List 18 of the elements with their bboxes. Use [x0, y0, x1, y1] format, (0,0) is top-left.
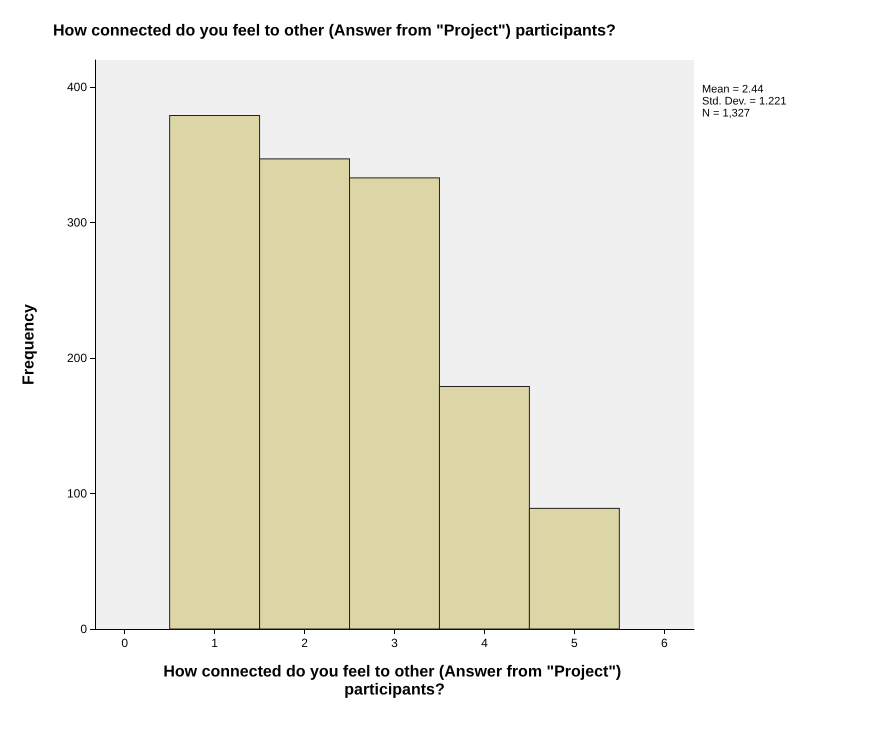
x-tick-label: 6	[660, 636, 668, 650]
x-tick-label: 1	[211, 636, 218, 650]
text: N = 1,327	[702, 108, 750, 120]
x-tick-label: 5	[571, 636, 578, 650]
y-tick-label: 100	[66, 486, 88, 501]
y-tick-label: 200	[66, 351, 88, 366]
x-tick-label: 2	[301, 636, 308, 650]
y-tick-label: 400	[66, 80, 88, 94]
x-tick-label: 0	[121, 636, 128, 650]
x-tick-label: 4	[481, 636, 488, 650]
y-tick-label: 300	[66, 216, 88, 230]
text: Std. Dev. = 1.221	[702, 96, 786, 108]
x-tick-label: 3	[391, 636, 398, 650]
y-tick-label: 0	[80, 622, 88, 636]
x-axis-title: How connected do you feel to other (Answer from "Project") participants?	[163, 664, 626, 698]
chart-title: How connected do you feel to other (Answer from "Project") participants?	[53, 22, 616, 40]
y-axis-title: Frequency	[20, 304, 38, 385]
text: Mean = 2.44	[702, 84, 764, 96]
